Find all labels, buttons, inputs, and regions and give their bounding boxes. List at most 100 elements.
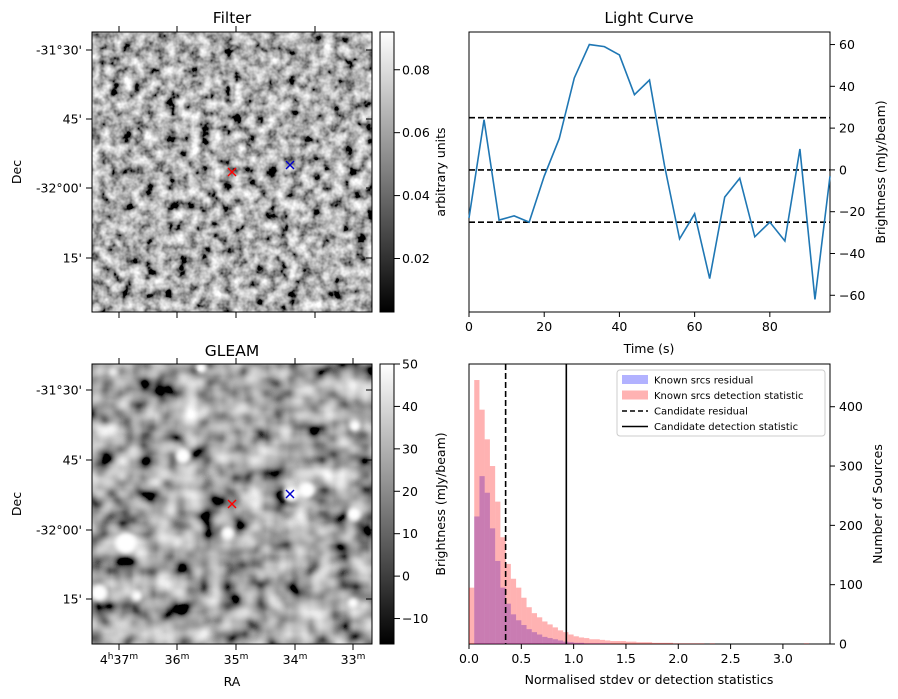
histogram-bar (568, 634, 574, 644)
ra-minute-unit: m (299, 652, 308, 662)
filter-colorbar-label: arbitrary units (433, 127, 448, 216)
filter-colorbar-ticks: 0.08 0.06 0.04 0.02 (394, 62, 430, 266)
y-tick-label: 45' (63, 112, 82, 127)
filter-markers (227, 160, 295, 177)
gleam-title: GLEAM (205, 342, 259, 360)
legend-item: Candidate residual (622, 407, 748, 418)
histogram-xlabel: Normalised stdev or detection statistics (525, 672, 774, 687)
histogram-bar (489, 466, 496, 644)
light-curve-title: Light Curve (604, 9, 693, 27)
y-tick-label: 40 (839, 79, 855, 94)
histogram-bar (521, 597, 527, 644)
histogram-bar (531, 632, 538, 644)
light-curve-x-ticks: 0 20 40 60 80 (465, 312, 778, 334)
x-tick-label: 3.0 (773, 651, 793, 666)
legend-item: Known srcs residual (622, 375, 753, 387)
filter-title: Filter (213, 9, 252, 27)
histogram-bar (584, 643, 590, 644)
histogram-bar (699, 643, 705, 644)
filter-colorbar (379, 31, 395, 313)
histogram-bar (620, 641, 626, 644)
y-tick-label: -32°00' (36, 181, 82, 196)
histogram-bar (495, 560, 501, 644)
histogram-bar (667, 642, 674, 644)
histogram-bar (547, 638, 553, 644)
histogram-bar (474, 516, 480, 644)
gleam-axes-frame (91, 363, 373, 645)
histogram-bar (484, 492, 490, 644)
histogram-panel: 0.0 0.5 1.0 1.5 2.0 2.5 3.0 0 100 200 300 400 Norm… (459, 363, 885, 687)
histogram-bar (521, 625, 527, 644)
legend-label: Known srcs residual (654, 376, 753, 387)
y-tick-label: 45' (63, 453, 82, 468)
colorbar-tick-label: 40 (402, 399, 418, 414)
ra-minutes: 36 (165, 652, 181, 667)
y-tick-label: 15' (63, 251, 82, 266)
y-tick-label: 0 (839, 637, 847, 652)
histogram-bar (641, 642, 647, 644)
ra-tick-label: 33m (341, 652, 366, 667)
ra-tick-label: 35m (224, 652, 249, 667)
gleam-sources (92, 364, 361, 608)
y-tick-label: 200 (839, 518, 863, 533)
histogram-bar (578, 637, 585, 644)
colorbar-tick-label: 0.08 (402, 62, 430, 77)
gleam-x-ticks: 4h37m 36m 35m 34m 33m (100, 358, 366, 667)
gleam-panel: GLEAM -31°30'45'-32°00'15' 4h37m 36m 35m 34… (9, 342, 448, 689)
x-tick-label: 2.0 (668, 651, 688, 666)
ra-tick-label: 36m (165, 652, 190, 667)
y-tick-label: 15' (63, 592, 82, 607)
histogram-candidate-lines (504, 364, 568, 644)
other-marker (285, 160, 295, 170)
filter-x-ticks (118, 26, 316, 318)
x-tick-label: 1.0 (564, 651, 584, 666)
y-tick-label: 400 (839, 399, 863, 414)
other-marker (285, 489, 295, 499)
y-tick-label: −60 (839, 288, 865, 303)
histogram-bar (610, 641, 616, 644)
colorbar-tick-label: 50 (402, 357, 418, 372)
light-curve-ylabel: Brightness (mJy/beam) (873, 100, 888, 243)
y-tick-label: -32°00' (36, 523, 82, 538)
ra-tick-label: 4h37m (100, 652, 138, 667)
histogram-bar (537, 634, 543, 644)
histogram-bar (636, 642, 642, 644)
histogram-bar (510, 578, 517, 644)
legend-swatch (622, 390, 648, 400)
series-detection-bars (469, 380, 810, 644)
histogram-bar (578, 642, 585, 644)
y-tick-label: −40 (839, 246, 865, 261)
histogram-bar (474, 380, 480, 644)
histogram-bar (573, 642, 579, 644)
histogram-bar (594, 643, 600, 644)
gleam-colorbar-ticks: 50 40 30 20 10 0 −10 (394, 357, 428, 626)
x-tick-label: 60 (687, 319, 703, 334)
candidate-marker (227, 167, 237, 177)
histogram-bar (557, 630, 564, 644)
ra-minute-unit: m (240, 652, 249, 662)
colorbar-tick-label: 0.02 (402, 251, 430, 266)
x-tick-label: 0.5 (511, 651, 531, 666)
histogram-bars (469, 380, 810, 644)
filter-axes-frame (91, 31, 373, 313)
histogram-bar (552, 639, 558, 644)
histogram-bar (693, 643, 700, 644)
legend-item: Known srcs detection statistic (622, 390, 803, 402)
histogram-bar (479, 409, 485, 644)
legend-item: Candidate detection statistic (622, 422, 798, 433)
histogram-bar (479, 476, 485, 644)
histogram-bar (531, 613, 538, 644)
y-tick-label: 60 (839, 37, 855, 52)
colorbar-tick-label: 0 (402, 569, 410, 584)
x-tick-label: 0.0 (459, 651, 479, 666)
filter-y-ticks: -31°30' 45' -32°00' 15' (36, 43, 372, 266)
histogram-bar (662, 642, 668, 644)
x-tick-label: 0 (465, 319, 473, 334)
histogram-bar (500, 537, 506, 644)
ra-minutes: 33 (341, 652, 357, 667)
histogram-bar (542, 636, 548, 644)
histogram-bar (615, 641, 621, 644)
ra-minutes: 34 (283, 652, 299, 667)
x-tick-label: 40 (611, 319, 627, 334)
